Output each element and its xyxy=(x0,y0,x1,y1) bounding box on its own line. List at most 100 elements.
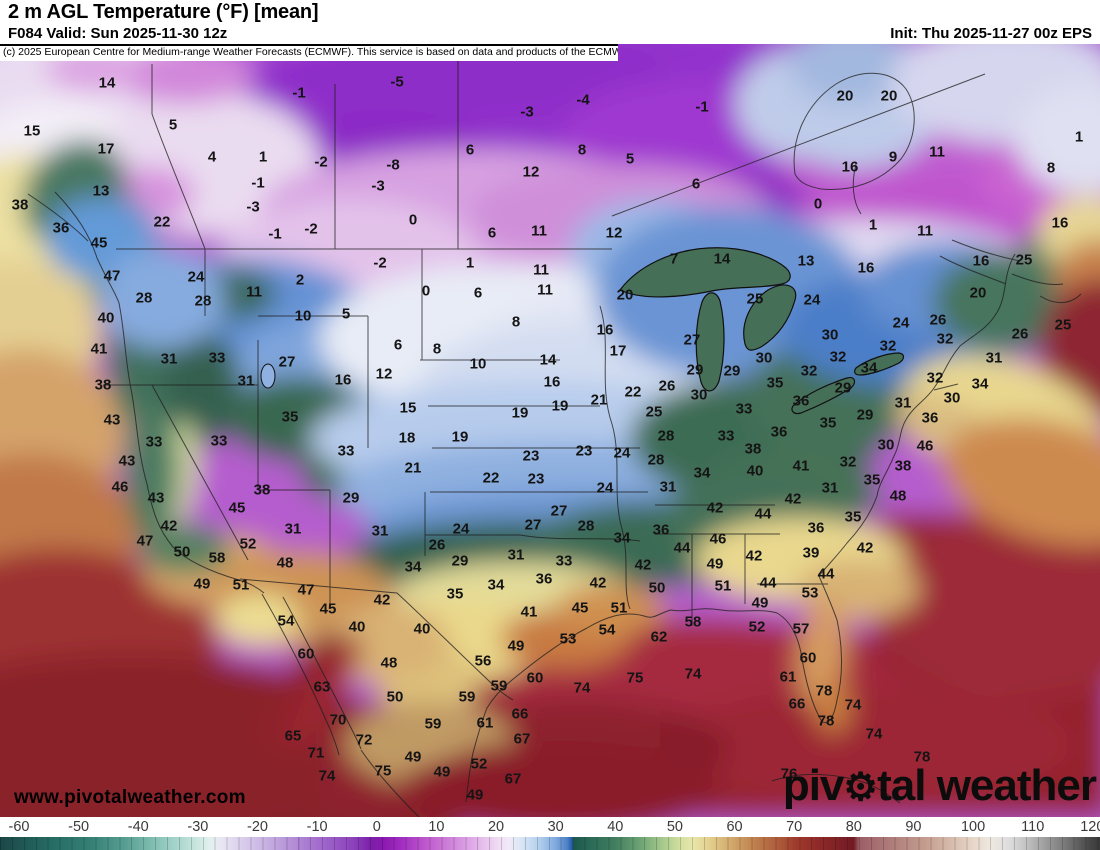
temp-label: 34 xyxy=(404,558,422,576)
temp-label: 35 xyxy=(844,508,862,526)
temp-label: 20 xyxy=(880,87,898,105)
temp-label: 44 xyxy=(759,574,777,592)
temp-label: -1 xyxy=(292,84,306,102)
temp-label: 45 xyxy=(319,600,337,618)
colorbar xyxy=(0,837,1100,850)
temp-label: 6 xyxy=(487,224,497,242)
temp-label: 59 xyxy=(458,688,476,706)
temp-label: 75 xyxy=(374,762,392,780)
temp-label: 34 xyxy=(971,375,989,393)
temp-label: 42 xyxy=(706,499,724,517)
temp-label: 0 xyxy=(813,195,823,213)
temp-label: 12 xyxy=(605,224,623,242)
temp-label: 31 xyxy=(821,479,839,497)
temp-label: 51 xyxy=(232,576,250,594)
temp-label: 36 xyxy=(921,409,939,427)
temp-label: 45 xyxy=(228,499,246,517)
temp-label: 31 xyxy=(894,394,912,412)
temp-label: 27 xyxy=(278,353,296,371)
temp-label: 50 xyxy=(386,688,404,706)
temp-label: 62 xyxy=(650,628,668,646)
temp-label: 36 xyxy=(807,519,825,537)
colorbar-tick-label: -20 xyxy=(247,819,268,835)
temp-label: 16 xyxy=(543,373,561,391)
temp-label: 49 xyxy=(404,748,422,766)
colorbar-tick-label: 80 xyxy=(845,819,862,835)
temp-label: 45 xyxy=(571,599,589,617)
temp-label: 40 xyxy=(97,309,115,327)
temp-label: 65 xyxy=(284,727,302,745)
colorbar-tick-label: -50 xyxy=(68,819,90,835)
init-time-label: Init: Thu 2025-11-27 00z EPS xyxy=(890,25,1092,42)
temp-label: 1 xyxy=(258,148,268,166)
temp-label: 11 xyxy=(929,143,945,161)
temp-label: 11 xyxy=(246,283,262,301)
colorbar-tick-label: 0 xyxy=(372,819,381,835)
temp-label: 41 xyxy=(90,340,108,358)
temp-label: 46 xyxy=(709,530,727,548)
temp-label: 57 xyxy=(792,620,810,638)
temp-label: 53 xyxy=(559,630,577,648)
temp-label: 28 xyxy=(647,451,665,469)
temp-label: 29 xyxy=(451,552,469,570)
temp-label: 42 xyxy=(373,591,391,609)
temp-label: 16 xyxy=(857,259,875,277)
temp-label: 8 xyxy=(511,313,521,331)
colorbar-tick-label: 110 xyxy=(1021,819,1045,835)
temp-label: 38 xyxy=(253,481,271,499)
colorbar-tick-label: 50 xyxy=(666,819,683,835)
temp-label: 52 xyxy=(748,618,766,636)
temp-label: 14 xyxy=(713,250,731,268)
temp-label: 21 xyxy=(404,459,422,477)
page-title: 2 m AGL Temperature (°F) [mean] xyxy=(8,1,319,23)
temp-label: 54 xyxy=(598,621,616,639)
temp-label: 26 xyxy=(929,311,947,329)
temp-label: 58 xyxy=(208,549,226,567)
temp-label: 33 xyxy=(337,442,355,460)
temp-label: 47 xyxy=(136,532,154,550)
temp-label: -4 xyxy=(576,91,590,109)
temp-label: 32 xyxy=(829,348,847,366)
temp-label: 31 xyxy=(237,372,255,390)
temp-label: 14 xyxy=(98,74,116,92)
temp-label: -2 xyxy=(373,254,387,272)
temp-label: 33 xyxy=(555,552,573,570)
temp-label: 60 xyxy=(297,645,315,663)
temp-label: 12 xyxy=(375,365,393,383)
temp-label: 72 xyxy=(355,731,373,749)
temp-label: -2 xyxy=(314,153,328,171)
temp-label: 28 xyxy=(135,289,153,307)
temp-label: 43 xyxy=(147,489,165,507)
temp-label: 36 xyxy=(535,570,553,588)
temp-label: 35 xyxy=(446,585,464,603)
colorbar-tick-label: 120 xyxy=(1080,819,1100,835)
temp-label: 42 xyxy=(160,517,178,535)
valid-time-label: F084 Valid: Sun 2025-11-30 12z xyxy=(8,25,228,42)
temperature-map[interactable]: (c) 2025 European Centre for Medium-rang… xyxy=(0,44,1100,817)
temp-label: 23 xyxy=(575,442,593,460)
temp-label: 38 xyxy=(894,457,912,475)
colorbar-tick-label: 100 xyxy=(960,819,986,835)
temp-label: 44 xyxy=(754,505,772,523)
temp-label: 12 xyxy=(522,163,540,181)
logo-text-left: piv xyxy=(782,761,845,810)
temp-label: 31 xyxy=(284,520,302,538)
temp-label: 28 xyxy=(657,427,675,445)
temp-label: 27 xyxy=(683,331,701,349)
temp-label: 46 xyxy=(916,437,934,455)
temp-label: 78 xyxy=(815,682,833,700)
temp-label: 42 xyxy=(589,574,607,592)
colorbar-tick-label: -60 xyxy=(8,819,30,835)
temp-label: -2 xyxy=(304,220,318,238)
temp-label: 42 xyxy=(784,490,802,508)
temp-label: 48 xyxy=(380,654,398,672)
temp-label: 59 xyxy=(424,715,442,733)
temperature-field xyxy=(0,44,1100,817)
temp-label: 20 xyxy=(836,87,854,105)
temp-label: 42 xyxy=(745,547,763,565)
temp-label: 36 xyxy=(792,392,810,410)
temp-label: 49 xyxy=(433,763,451,781)
temp-label: 14 xyxy=(539,351,557,369)
temp-label: 34 xyxy=(613,529,631,547)
temp-label: 35 xyxy=(766,374,784,392)
